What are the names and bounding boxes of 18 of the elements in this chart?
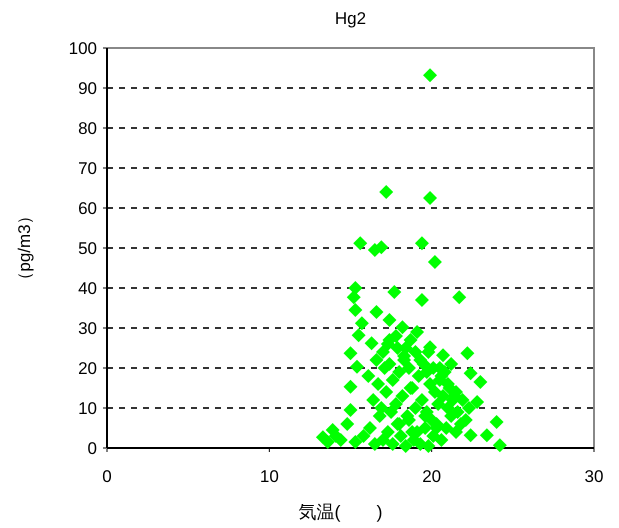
x-tick-label: 30: [584, 467, 604, 486]
x-axis-title: 気温( ): [298, 502, 382, 522]
y-tick-label: 80: [78, 119, 97, 138]
y-tick-label: 50: [78, 239, 97, 258]
chart-title: Hg2: [334, 9, 366, 28]
y-tick-label: 0: [88, 439, 97, 458]
y-tick-label: 20: [78, 359, 97, 378]
y-axis-title: （pg/m3）: [15, 207, 34, 289]
y-tick-label: 70: [78, 159, 97, 178]
y-tick-label: 40: [78, 279, 97, 298]
y-tick-label: 10: [78, 399, 97, 418]
x-tick-label: 20: [422, 467, 442, 486]
y-tick-label: 60: [78, 199, 97, 218]
y-tick-label: 30: [78, 319, 97, 338]
y-tick-label: 100: [68, 39, 97, 58]
x-tick-label: 10: [260, 467, 279, 486]
x-tick-label: 0: [102, 467, 112, 486]
y-tick-label: 90: [78, 79, 97, 98]
